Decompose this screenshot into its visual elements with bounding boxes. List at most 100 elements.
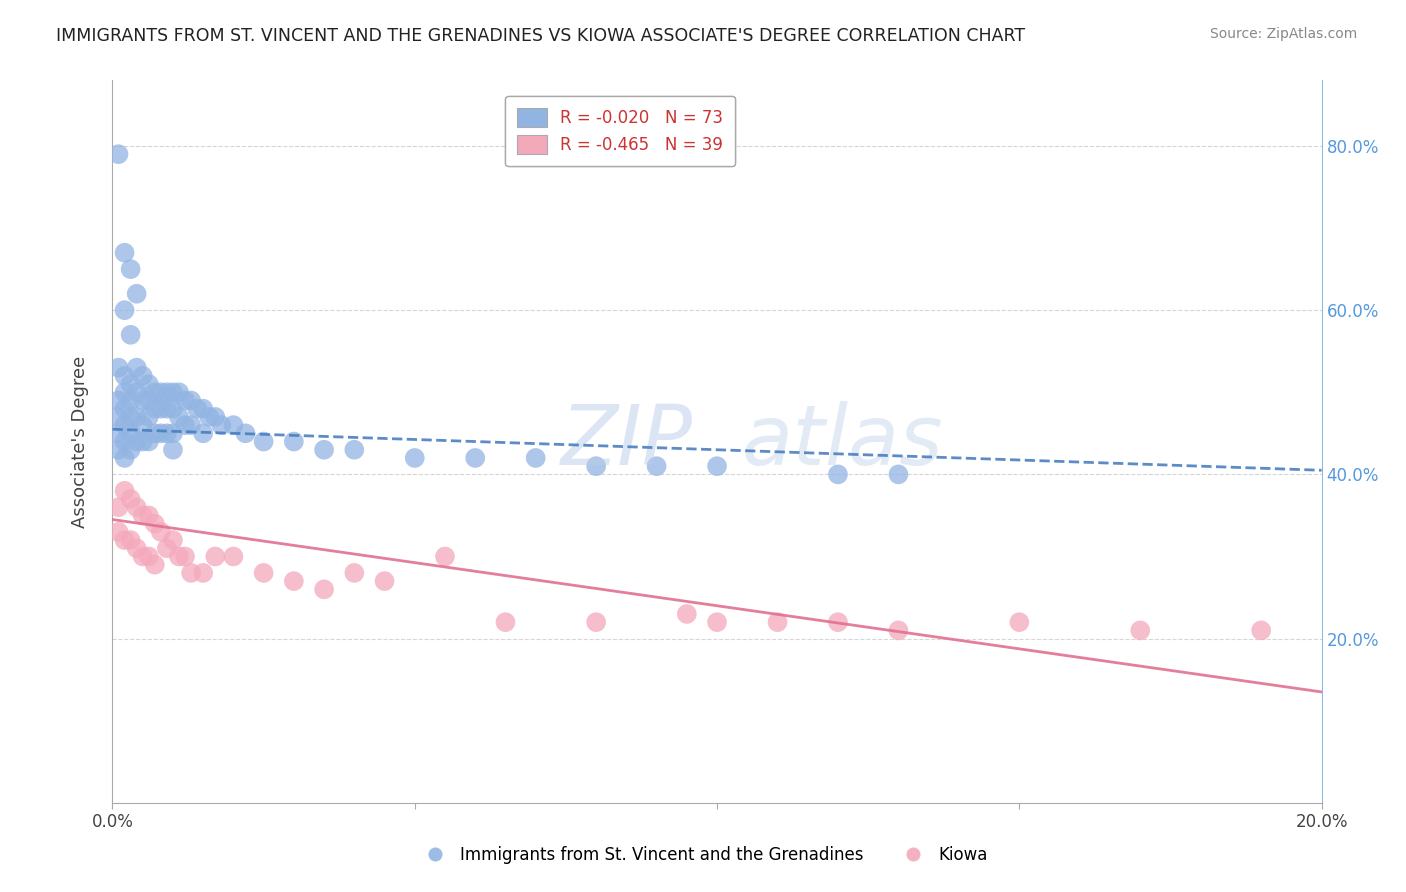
Point (107, 393, 129, 408)
Point (433, 549, 456, 564)
Point (827, 467, 849, 482)
Point (404, 450, 426, 465)
Point (138, 377, 160, 392)
Point (107, 426, 129, 441)
Point (235, 426, 257, 441)
Point (180, 393, 202, 408)
Point (1129, 624, 1152, 638)
Point (156, 541, 179, 556)
Point (107, 360, 129, 375)
Point (675, 607, 697, 621)
Point (343, 566, 366, 580)
Point (162, 385, 184, 400)
Point (143, 426, 166, 441)
Text: Source: ZipAtlas.com: Source: ZipAtlas.com (1209, 27, 1357, 41)
Point (585, 459, 607, 474)
Point (120, 327, 142, 342)
Point (107, 442, 129, 457)
Point (887, 467, 910, 482)
Point (174, 549, 197, 564)
Point (120, 442, 142, 457)
Point (204, 549, 226, 564)
Point (149, 524, 172, 539)
Point (1250, 624, 1272, 638)
Point (149, 385, 172, 400)
Point (887, 624, 910, 638)
Point (162, 401, 184, 416)
Point (125, 500, 148, 515)
Point (191, 426, 214, 441)
Point (174, 418, 197, 433)
Point (114, 401, 136, 416)
Point (114, 434, 136, 449)
Point (125, 286, 148, 301)
Y-axis label: Associate's Degree: Associate's Degree (70, 355, 89, 528)
Point (706, 459, 728, 474)
Legend: R = -0.020   N = 73, R = -0.465   N = 39: R = -0.020 N = 73, R = -0.465 N = 39 (506, 95, 735, 166)
Point (198, 409, 221, 424)
Point (766, 615, 789, 630)
Point (374, 574, 396, 588)
Legend: Immigrants from St. Vincent and the Grenadines, Kiowa: Immigrants from St. Vincent and the Gren… (412, 839, 994, 871)
Point (120, 409, 142, 424)
Point (125, 409, 148, 424)
Point (114, 450, 136, 465)
Text: IMMIGRANTS FROM ST. VINCENT AND THE GRENADINES VS KIOWA ASSOCIATE'S DEGREE CORRE: IMMIGRANTS FROM ST. VINCENT AND THE GREN… (56, 27, 1025, 45)
Point (132, 393, 155, 408)
Point (120, 533, 142, 547)
Point (138, 549, 160, 564)
Point (143, 401, 166, 416)
Point (191, 401, 214, 416)
Point (343, 442, 366, 457)
Point (827, 615, 849, 630)
Point (524, 450, 547, 465)
Point (222, 549, 245, 564)
Point (706, 615, 728, 630)
Point (283, 434, 305, 449)
Point (283, 574, 305, 588)
Point (120, 393, 142, 408)
Point (222, 418, 245, 433)
Point (120, 262, 142, 277)
Point (138, 434, 160, 449)
Point (645, 459, 668, 474)
Point (138, 508, 160, 523)
Point (180, 418, 202, 433)
Point (162, 426, 184, 441)
Point (114, 483, 136, 498)
Point (149, 401, 172, 416)
Point (253, 434, 276, 449)
Point (167, 409, 190, 424)
Point (132, 508, 155, 523)
Point (186, 401, 208, 416)
Text: atlas: atlas (741, 401, 943, 482)
Point (143, 558, 166, 572)
Point (1008, 615, 1031, 630)
Point (167, 385, 190, 400)
Point (132, 549, 155, 564)
Point (125, 541, 148, 556)
Point (114, 245, 136, 260)
Point (314, 582, 336, 597)
Point (125, 434, 148, 449)
Point (120, 377, 142, 392)
Point (114, 385, 136, 400)
Point (107, 147, 129, 161)
Point (585, 615, 607, 630)
Point (138, 393, 160, 408)
Point (143, 516, 166, 531)
Point (204, 409, 226, 424)
Point (149, 426, 172, 441)
Point (120, 491, 142, 506)
Point (253, 566, 276, 580)
Point (107, 524, 129, 539)
Point (132, 368, 155, 383)
Point (132, 434, 155, 449)
Point (107, 500, 129, 515)
Point (167, 549, 190, 564)
Point (156, 401, 179, 416)
Point (138, 409, 160, 424)
Point (314, 442, 336, 457)
Point (156, 385, 179, 400)
Point (143, 385, 166, 400)
